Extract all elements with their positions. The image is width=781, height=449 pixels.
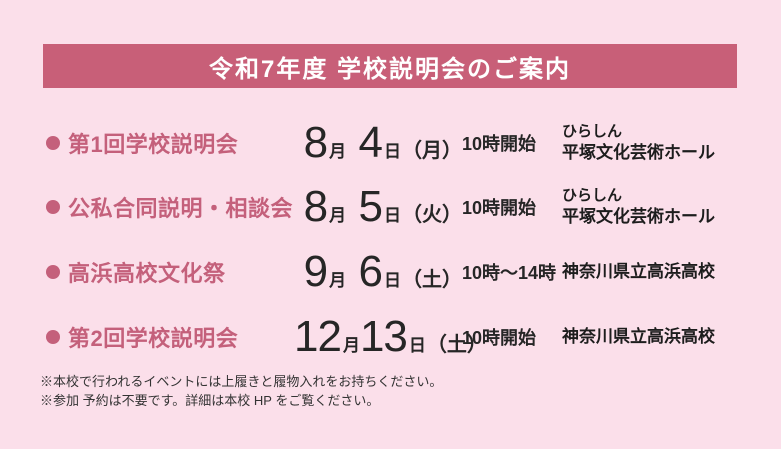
event-name: 第2回学校説明会 <box>68 326 239 351</box>
event-day: 4 <box>358 118 383 167</box>
event-time: 10時開始 <box>462 198 537 218</box>
event-bullet-icon <box>46 136 60 150</box>
event-row: 第1回学校説明会 8 月 4 日 （月） 10時開始 ひらしん 平塚文化芸術ホー… <box>46 115 746 171</box>
venue-name: 平塚文化芸術ホール <box>562 143 715 162</box>
event-name-cell: 第1回学校説明会 <box>46 127 294 159</box>
event-name: 高浜高校文化祭 <box>68 261 226 286</box>
event-row: 第2回学校説明会 12 月 13 日 （土） 10時開始 神奈川県立高浜高校 <box>46 309 746 365</box>
event-month: 8 <box>303 118 328 167</box>
event-month: 9 <box>303 247 328 296</box>
event-bullet-icon <box>46 265 60 279</box>
month-unit-label: 月 <box>329 206 347 225</box>
day-unit-label: 日 <box>384 142 401 161</box>
event-weekday: （土） <box>402 269 462 291</box>
header-banner: 令和7年度 学校説明会のご案内 <box>43 44 737 88</box>
event-row: 公私合同説明・相談会 8 月 5 日 （火） 10時開始 ひらしん 平塚文化芸術… <box>46 179 746 235</box>
note-line: ※本校で行われるイベントには上履きと履物入れをお持ちください。 <box>40 374 443 389</box>
event-weekday: （土） <box>426 334 487 356</box>
event-time: 10時〜14時 <box>462 263 557 283</box>
day-unit-label: 日 <box>384 271 401 290</box>
event-weekday: （月） <box>402 140 462 162</box>
event-date: 8 月 4 日 （月） <box>294 121 462 165</box>
event-time: 10時開始 <box>462 328 537 348</box>
event-venue: 神奈川県立高浜高校 <box>562 326 746 348</box>
event-weekday: （火） <box>402 204 462 226</box>
venue-name: 神奈川県立高浜高校 <box>562 262 715 281</box>
venue-name: 平塚文化芸術ホール <box>562 207 715 226</box>
event-date: 8 月 5 日 （火） <box>294 185 462 229</box>
event-month: 8 <box>303 182 328 231</box>
event-name-cell: 第2回学校説明会 <box>46 321 294 353</box>
event-name-cell: 公私合同説明・相談会 <box>46 191 294 223</box>
day-unit-label: 日 <box>408 336 426 355</box>
event-month: 12 <box>294 312 342 361</box>
day-unit-label: 日 <box>384 206 401 225</box>
event-bullet-icon <box>46 330 60 344</box>
venue-name-reading: ひらしん <box>562 123 623 140</box>
venue-name: 神奈川県立高浜高校 <box>562 327 715 346</box>
footer-notes: ※本校で行われるイベントには上履きと履物入れをお持ちください。 ※参加 予約は不… <box>40 372 442 410</box>
event-bullet-icon <box>46 200 60 214</box>
event-row: 高浜高校文化祭 9 月 6 日 （土） 10時〜14時 神奈川県立高浜高校 <box>46 244 746 300</box>
event-date: 12 月 13 日 （土） <box>294 312 487 361</box>
event-day: 13 <box>359 312 408 361</box>
event-day: 6 <box>358 247 383 296</box>
event-name-cell: 高浜高校文化祭 <box>46 256 294 288</box>
month-unit-label: 月 <box>329 142 347 161</box>
event-name: 公私合同説明・相談会 <box>68 196 294 221</box>
note-line: ※参加 予約は不要です。詳細は本校 HP をご覧ください。 <box>40 393 380 408</box>
month-unit-label: 月 <box>342 336 360 355</box>
event-venue: 神奈川県立高浜高校 <box>562 261 746 283</box>
event-time: 10時開始 <box>462 134 537 154</box>
page-title: 令和7年度 学校説明会のご案内 <box>208 55 571 83</box>
event-date: 9 月 6 日 （土） <box>294 250 462 294</box>
event-venue: ひらしん 平塚文化芸術ホール <box>562 186 746 228</box>
month-unit-label: 月 <box>329 271 347 290</box>
event-venue: ひらしん 平塚文化芸術ホール <box>562 122 746 164</box>
event-name: 第1回学校説明会 <box>68 132 239 157</box>
venue-name-reading: ひらしん <box>562 187 623 204</box>
event-day: 5 <box>358 182 383 231</box>
